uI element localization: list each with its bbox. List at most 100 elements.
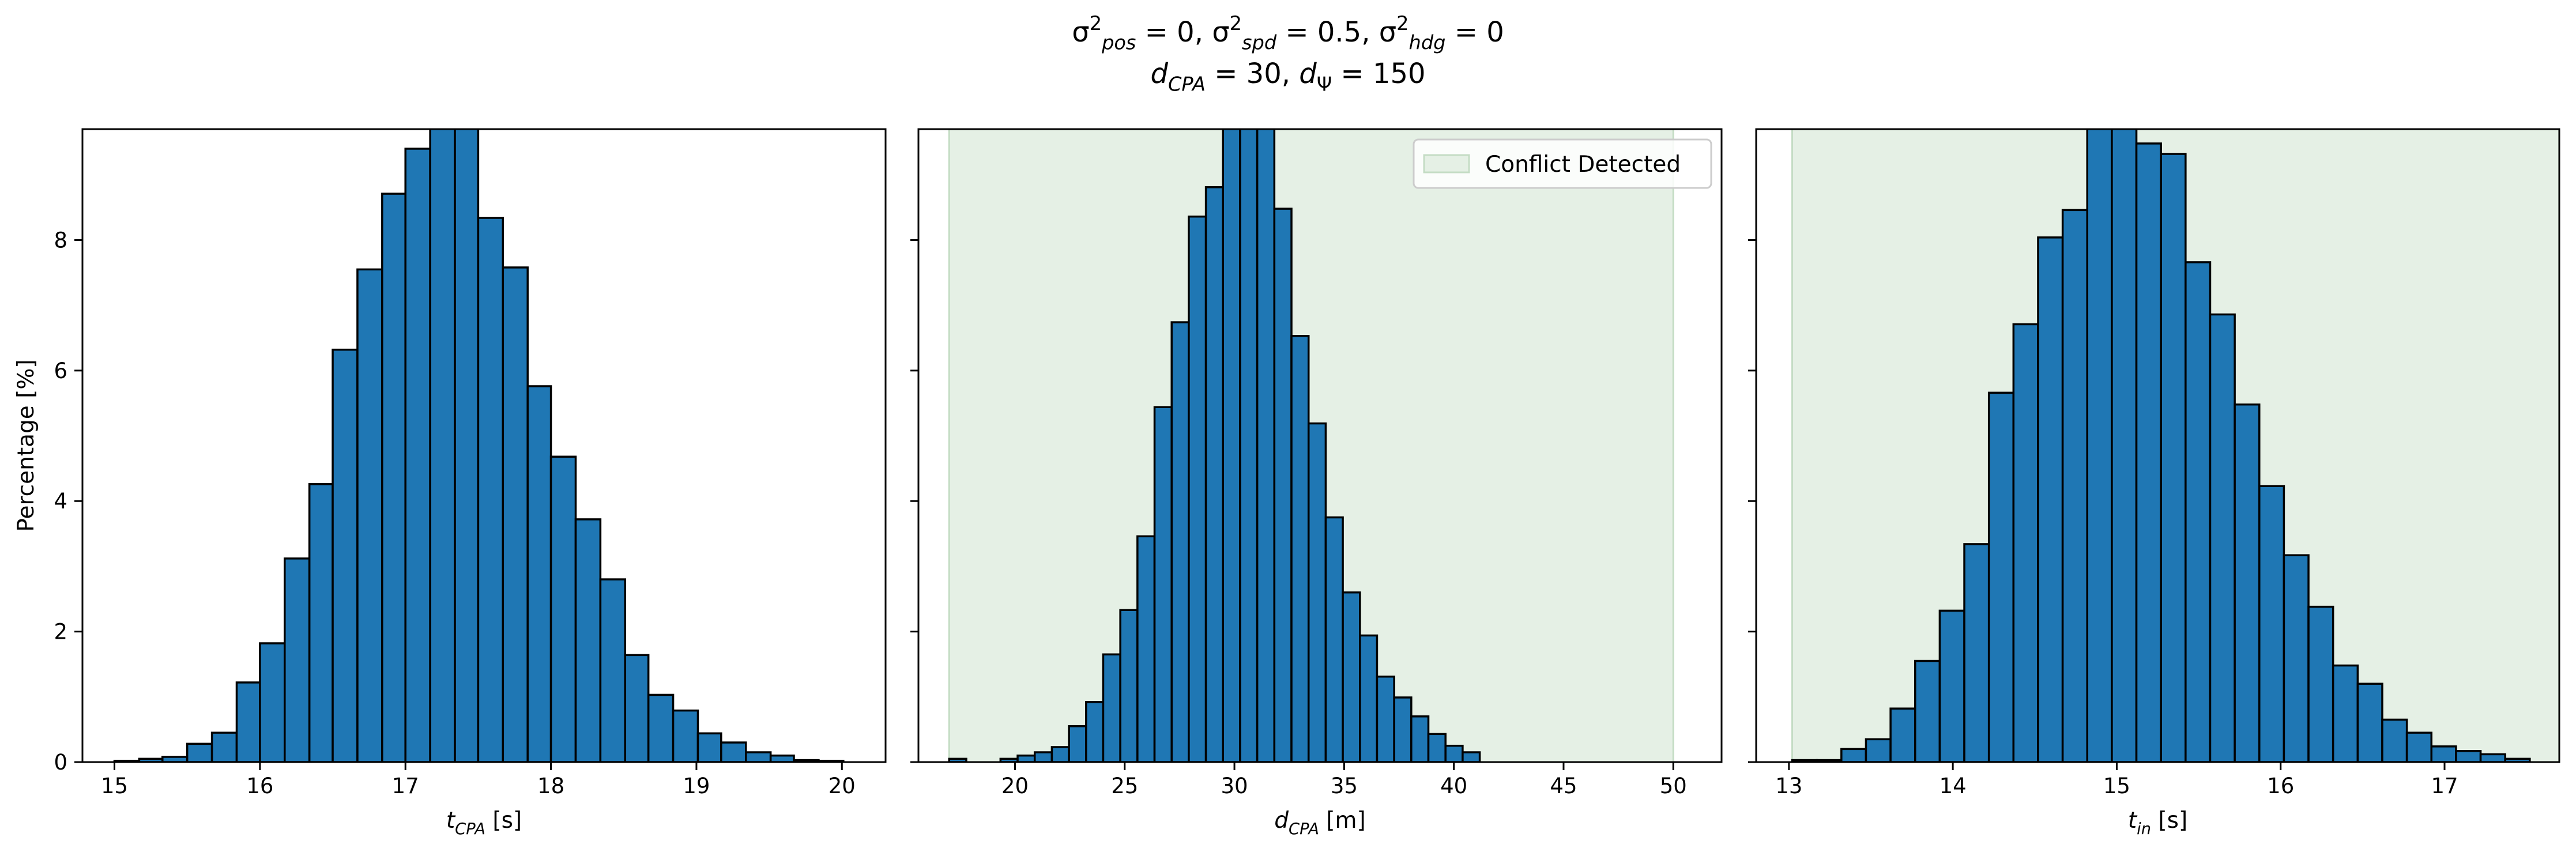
histogram-bar [454, 129, 480, 762]
y-tick-label: 4 [54, 489, 67, 514]
histogram-bar [599, 578, 627, 762]
histogram-bar [186, 742, 213, 762]
histogram-bar [308, 483, 334, 762]
histogram-bar [1256, 129, 1276, 762]
histogram-bar [1085, 701, 1105, 762]
histogram-bar [1393, 696, 1413, 762]
x-tick-label: 17 [2431, 774, 2458, 798]
text-segment: pos [1101, 31, 1136, 54]
histogram-bar [1410, 715, 1430, 762]
text-segment: σ [1072, 16, 1089, 48]
text-segment: σ [1379, 16, 1396, 48]
histogram-panel-tin: 13 14 15 16 17 tin [s] [1748, 128, 2560, 838]
histogram-bar [1188, 215, 1207, 762]
histogram-bar [744, 751, 772, 762]
figure-title: σ2pos = 0, σ2spd = 0.5, σ2hdg = 0 dCPA =… [1072, 12, 1504, 96]
histogram-bar [1068, 725, 1087, 762]
histogram-bar [2479, 753, 2506, 762]
axes-frame [917, 128, 1723, 763]
histogram-bar [1865, 738, 1892, 762]
plot-area [113, 129, 845, 762]
text-segment: = 0, [1136, 16, 1212, 48]
histogram-bar [2061, 209, 2089, 762]
histogram-panel-dcpa: 20 25 30 35 40 45 50 dCPA [m] Conflict Detected [910, 128, 1723, 838]
text-segment: [s] [485, 808, 522, 834]
histogram-bar [1444, 744, 1464, 762]
x-tick-label: 25 [1111, 774, 1138, 798]
histogram-bar [2012, 323, 2039, 762]
text-segment: 2 [1396, 12, 1408, 35]
histogram-bar [2283, 554, 2310, 762]
x-axis-label: tCPA [s] [446, 808, 522, 838]
x-tick-label: 45 [1550, 774, 1577, 798]
axes-frame [1755, 128, 2560, 763]
x-tick-label: 15 [2103, 774, 2130, 798]
histogram-bar [332, 348, 359, 762]
legend-swatch [1423, 154, 1470, 174]
histogram-bar [1359, 634, 1379, 762]
histogram-bar [502, 266, 529, 762]
histogram-bar [2086, 129, 2113, 762]
histogram-bar [1204, 186, 1225, 762]
histogram-bar [2356, 683, 2383, 762]
x-tick-label: 20 [828, 774, 856, 798]
histogram-bar [1102, 653, 1121, 762]
text-segment: d [1274, 808, 1289, 834]
plot-area [948, 129, 1674, 762]
histogram-bar [2405, 732, 2433, 762]
y-axis-label: Percentage [%] [13, 359, 39, 531]
histogram-bar [647, 693, 675, 762]
text-segment: Ψ [1317, 73, 1332, 95]
histogram-bar [1050, 746, 1070, 762]
histogram-bar [210, 732, 238, 762]
x-tick-label: 30 [1221, 774, 1248, 798]
histogram-panel-tcpa: 15 16 17 18 19 20 0 2 4 6 8 tCPA [s] Percentage [%] [13, 128, 887, 838]
histogram-bar [1987, 391, 2015, 762]
x-tick-label: 40 [1440, 774, 1467, 798]
x-tick-label: 18 [537, 774, 564, 798]
histogram-bar [2332, 664, 2359, 762]
figure-title-line-1: σ2pos = 0, σ2spd = 0.5, σ2hdg = 0 [1072, 12, 1504, 54]
text-segment: spd [1242, 31, 1277, 54]
x-tick-label: 35 [1331, 774, 1358, 798]
histogram-bar [1963, 543, 1990, 762]
x-tick-label: 14 [1939, 774, 1967, 798]
histogram-bar [2430, 745, 2457, 762]
legend: Conflict Detected [1413, 138, 1712, 189]
text-segment: = 0.5, [1276, 16, 1379, 48]
axes-frame [81, 128, 887, 763]
text-segment: hdg [1409, 31, 1446, 54]
text-segment: in [2137, 820, 2151, 838]
histogram-bar [1033, 751, 1053, 762]
text-segment: d [1150, 58, 1168, 90]
histogram-bar [1889, 707, 1916, 762]
histogram-bar [1462, 751, 1481, 762]
histogram-bar [429, 129, 456, 762]
histogram-bar [2160, 153, 2187, 762]
histogram-bar [2455, 750, 2482, 762]
histogram-bar [1938, 609, 1965, 762]
histogram-bar [1342, 591, 1361, 762]
x-tick-label: 17 [392, 774, 419, 798]
x-tick-label: 50 [1660, 774, 1687, 798]
histogram-bar [1136, 535, 1156, 762]
text-segment: [s] [2151, 808, 2187, 834]
figure-title-line-2: dCPA = 30, dΨ = 150 [1150, 58, 1425, 95]
histogram-bar [948, 757, 967, 762]
histogram-bar [2234, 403, 2261, 762]
text-segment: t [446, 808, 456, 834]
y-tick-label: 2 [54, 620, 67, 644]
histogram-bar [2307, 605, 2334, 762]
histogram-bar [2037, 236, 2064, 762]
histogram-bar [477, 217, 504, 762]
histogram-bar [1840, 748, 1867, 762]
y-tick-label: 0 [54, 750, 67, 775]
histogram-bar [381, 193, 406, 762]
histogram-bar [1016, 754, 1036, 762]
histogram-bar [2381, 718, 2408, 762]
histogram-bar [259, 642, 286, 762]
histogram-bar [1427, 733, 1447, 762]
histogram-bar [1307, 422, 1327, 762]
text-segment: [m] [1319, 808, 1366, 834]
